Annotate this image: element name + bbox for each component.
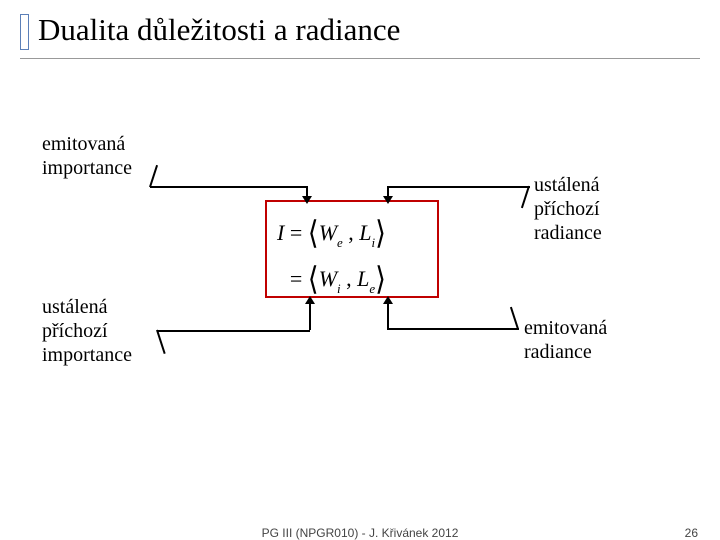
arrow-segment: [149, 165, 158, 187]
eq-Li-L: L: [359, 220, 371, 245]
arrow-segment: [150, 186, 275, 188]
equation-line-1: I = ⟨We , Li⟩: [277, 214, 386, 249]
label-text: emitovaná radiance: [524, 317, 607, 363]
eq-Le-L: L: [357, 266, 369, 291]
arrow-head-icon: [302, 196, 312, 204]
eq-We-sub: e: [337, 235, 343, 250]
eq-We-W: W: [319, 220, 337, 245]
arrow-segment: [156, 330, 165, 354]
eq-comma: ,: [343, 220, 360, 245]
eq-rbracket: ⟩: [375, 213, 386, 252]
title-region: Dualita důležitosti a radiance: [20, 12, 700, 59]
arrow-segment: [275, 186, 307, 188]
arrow-segment: [285, 330, 310, 332]
arrow-segment: [309, 302, 311, 330]
label-text: ustálená příchozí radiance: [534, 174, 602, 244]
eq-Wi-sub: i: [337, 281, 341, 296]
label-incoming-radiance: ustálená příchozí radiance: [534, 173, 602, 245]
eq-lhs: I: [277, 220, 284, 245]
title-accent-box: [20, 14, 29, 50]
arrow-segment: [387, 186, 407, 188]
eq-equals: =: [290, 266, 308, 291]
slide: Dualita důležitosti a radiance emitovaná…: [0, 0, 720, 540]
arrow-head-icon: [383, 296, 393, 304]
eq-equals: =: [290, 220, 308, 245]
eq-lbracket: ⟨: [308, 259, 319, 298]
arrow-segment: [387, 302, 389, 329]
label-text: ustálená příchozí importance: [42, 296, 132, 366]
arrow-segment: [158, 330, 286, 332]
label-text: emitovaná importance: [42, 133, 132, 179]
equation-box: I = ⟨We , Li⟩ I = ⟨Wi , Le⟩: [265, 200, 439, 298]
arrow-segment: [405, 186, 530, 188]
equation-line-2: I = ⟨Wi , Le⟩: [277, 260, 386, 295]
label-emitted-importance: emitovaná importance: [42, 132, 132, 180]
label-emitted-radiance: emitovaná radiance: [524, 316, 607, 364]
page-title: Dualita důležitosti a radiance: [20, 12, 700, 48]
arrow-segment: [510, 307, 519, 329]
eq-lbracket: ⟨: [308, 213, 319, 252]
arrow-head-icon: [383, 196, 393, 204]
arrow-head-icon: [305, 296, 315, 304]
page-number: 26: [685, 526, 698, 540]
arrow-segment: [387, 328, 404, 330]
arrow-segment: [402, 328, 519, 330]
label-incoming-importance: ustálená příchozí importance: [42, 295, 132, 367]
eq-Wi-W: W: [319, 266, 337, 291]
eq-comma: ,: [341, 266, 358, 291]
eq-rbracket: ⟩: [375, 259, 386, 298]
footer-text: PG III (NPGR010) - J. Křivánek 2012: [0, 526, 720, 540]
arrow-segment: [521, 186, 530, 208]
